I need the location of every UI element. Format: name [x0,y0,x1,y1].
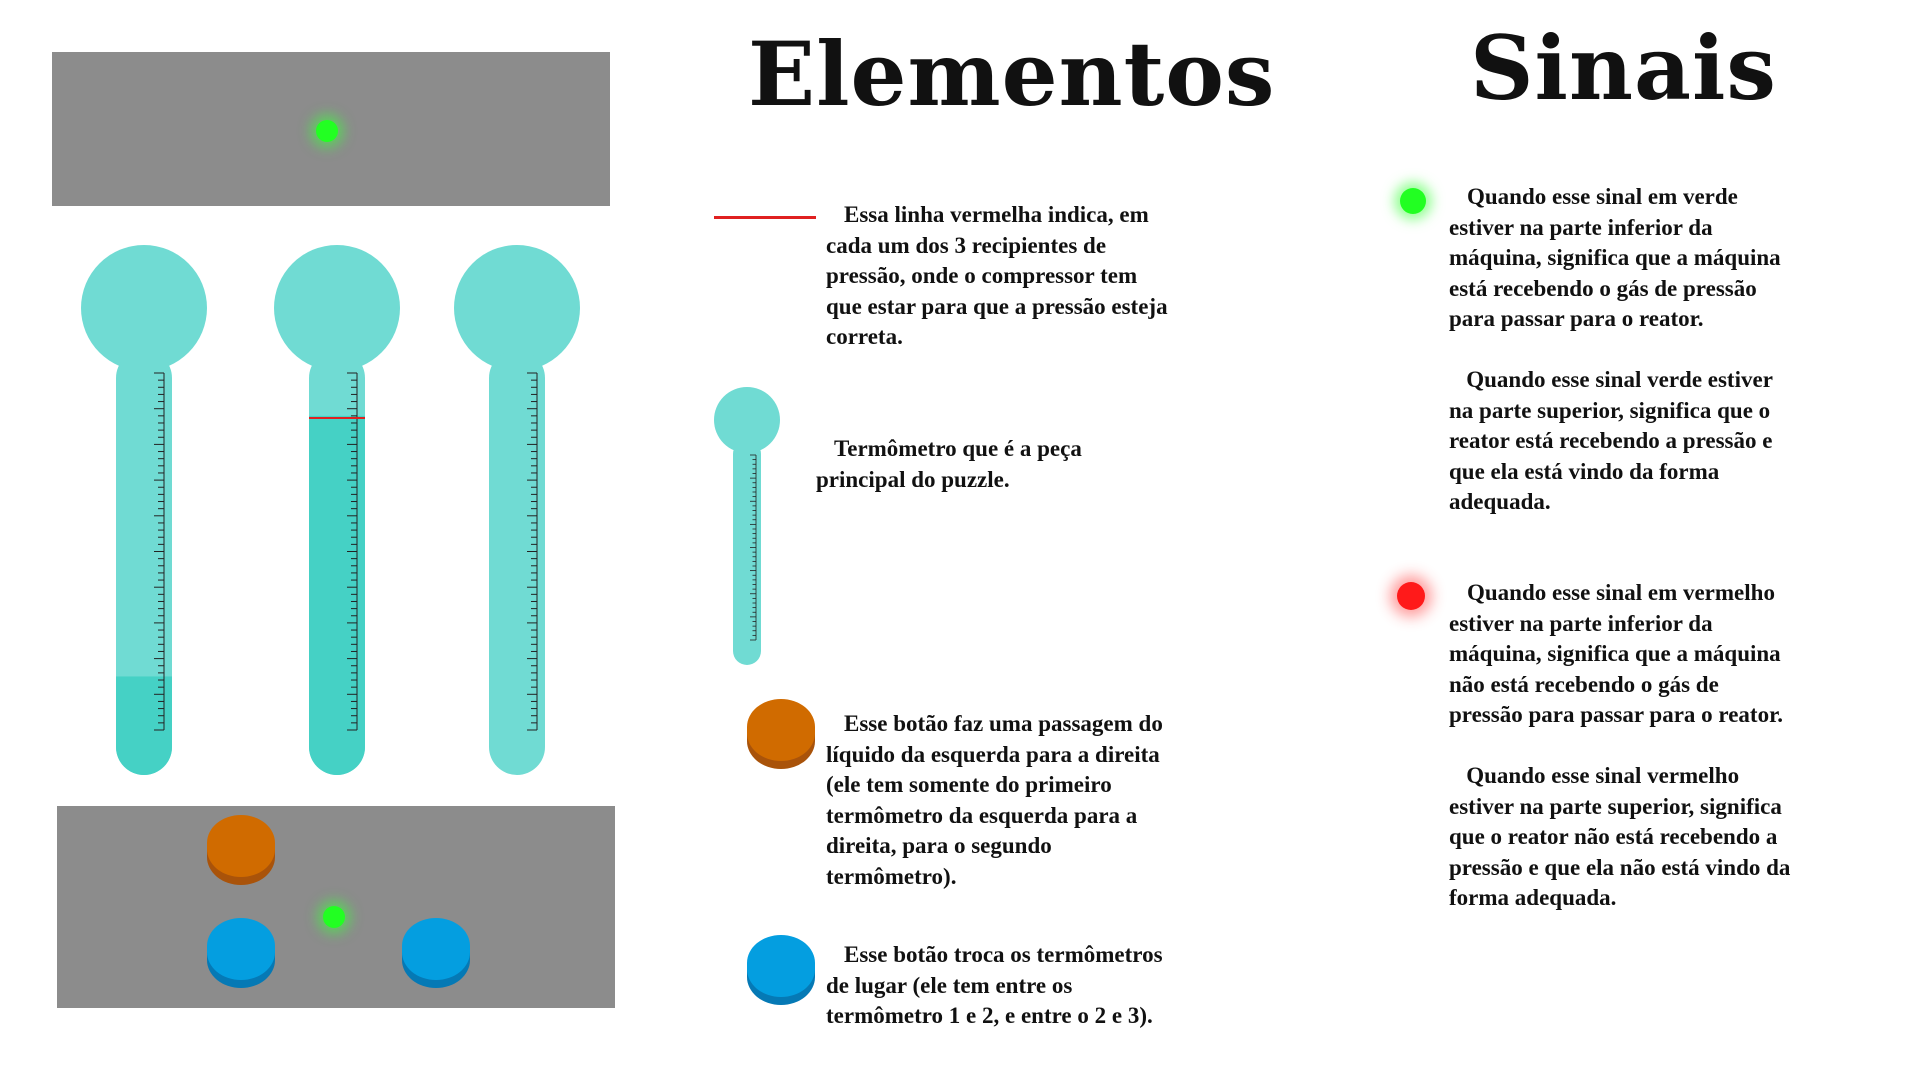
thermometers-group [81,245,580,775]
thermometer-tube [489,350,545,775]
green-signal-icon [1400,188,1426,214]
thermometer-scale [527,372,538,731]
signals-heading: Sinais [1470,16,1777,120]
blue-button-description: Esse botão troca os termômetros de lugar… [826,942,1163,1028]
orange-button-icon [747,699,815,761]
thermometer-bulb [81,245,207,371]
elements-heading: Elementos [748,22,1276,126]
blue-button-icon [747,935,815,997]
top-signal-green-icon [316,120,338,142]
thermometer-tube [116,350,172,775]
thermometer-scale [347,372,358,731]
thermometer-description: Termômetro que é a peça principal do puz… [816,436,1082,492]
red-signal-icon [1397,582,1425,610]
red-line-description: Essa linha vermelha indica, em cada um d… [826,202,1168,349]
thermometer-liquid [116,676,172,775]
red-line-icon [714,216,816,219]
thermometer-bulb [454,245,580,371]
thermometer-bulb [274,245,400,371]
bottom-signal-green-icon [323,906,345,928]
thermometer-icon [714,387,780,665]
thermometer-liquid [309,415,365,775]
transfer-liquid-button[interactable] [207,815,275,877]
swap-thermometers-button-2[interactable] [402,918,470,980]
green-signal-description: Quando esse sinal em verde estiver na pa… [1449,184,1781,514]
thermometer-scale [154,372,165,731]
red-signal-description: Quando esse sinal em vermelho estiver na… [1449,580,1791,910]
swap-thermometers-button-1[interactable] [207,918,275,980]
orange-button-description: Esse botão faz uma passagem do líquido d… [826,711,1163,889]
